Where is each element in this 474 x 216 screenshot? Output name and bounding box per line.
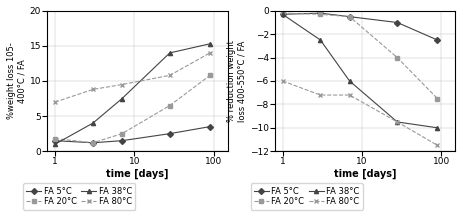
Line: FA 80°C: FA 80°C: [281, 79, 439, 148]
FA 5°C: [346, 15, 352, 18]
FA 5°C: [318, 12, 323, 14]
Legend: FA 5°C, FA 20°C, FA 38°C, FA 80°C: FA 5°C, FA 20°C, FA 38°C, FA 80°C: [23, 183, 135, 210]
FA 38°C: [394, 121, 400, 123]
FA 80°C: [90, 88, 96, 91]
X-axis label: time [days]: time [days]: [106, 169, 169, 179]
FA 80°C: [167, 74, 173, 77]
FA 5°C: [52, 139, 58, 142]
Line: FA 5°C: FA 5°C: [281, 11, 439, 42]
Legend: FA 5°C, FA 20°C, FA 38°C, FA 80°C: FA 5°C, FA 20°C, FA 38°C, FA 80°C: [251, 183, 363, 210]
FA 80°C: [318, 94, 323, 96]
Y-axis label: %weight loss 105-
400°C / FA: %weight loss 105- 400°C / FA: [8, 43, 27, 119]
FA 20°C: [435, 97, 440, 100]
FA 80°C: [280, 80, 285, 82]
FA 80°C: [52, 101, 58, 103]
Line: FA 20°C: FA 20°C: [53, 73, 212, 145]
FA 5°C: [167, 132, 173, 135]
Line: FA 5°C: FA 5°C: [53, 125, 212, 145]
FA 38°C: [318, 39, 323, 41]
FA 20°C: [167, 104, 173, 107]
FA 38°C: [435, 127, 440, 129]
Line: FA 80°C: FA 80°C: [53, 51, 212, 104]
FA 5°C: [280, 13, 285, 16]
FA 80°C: [119, 83, 125, 86]
FA 80°C: [394, 121, 400, 123]
FA 5°C: [435, 39, 440, 41]
FA 80°C: [346, 94, 352, 96]
FA 5°C: [119, 139, 125, 142]
FA 20°C: [52, 137, 58, 140]
X-axis label: time [days]: time [days]: [334, 169, 396, 179]
FA 38°C: [90, 122, 96, 124]
FA 38°C: [346, 80, 352, 82]
Line: FA 20°C: FA 20°C: [281, 11, 439, 101]
Line: FA 38°C: FA 38°C: [53, 42, 212, 146]
Y-axis label: % reduction weight
loss 400-550°C / FA: % reduction weight loss 400-550°C / FA: [228, 40, 247, 122]
FA 38°C: [280, 13, 285, 16]
FA 5°C: [394, 21, 400, 24]
FA 20°C: [318, 13, 323, 16]
FA 80°C: [435, 144, 440, 147]
FA 38°C: [119, 97, 125, 100]
FA 38°C: [207, 43, 213, 45]
FA 20°C: [90, 141, 96, 144]
FA 20°C: [119, 132, 125, 135]
FA 80°C: [207, 52, 213, 54]
FA 20°C: [346, 15, 352, 18]
FA 5°C: [90, 141, 96, 144]
FA 38°C: [167, 52, 173, 54]
FA 20°C: [280, 12, 285, 14]
FA 5°C: [207, 125, 213, 128]
FA 38°C: [52, 143, 58, 146]
FA 20°C: [394, 56, 400, 59]
Line: FA 38°C: FA 38°C: [281, 12, 439, 130]
FA 20°C: [207, 74, 213, 77]
